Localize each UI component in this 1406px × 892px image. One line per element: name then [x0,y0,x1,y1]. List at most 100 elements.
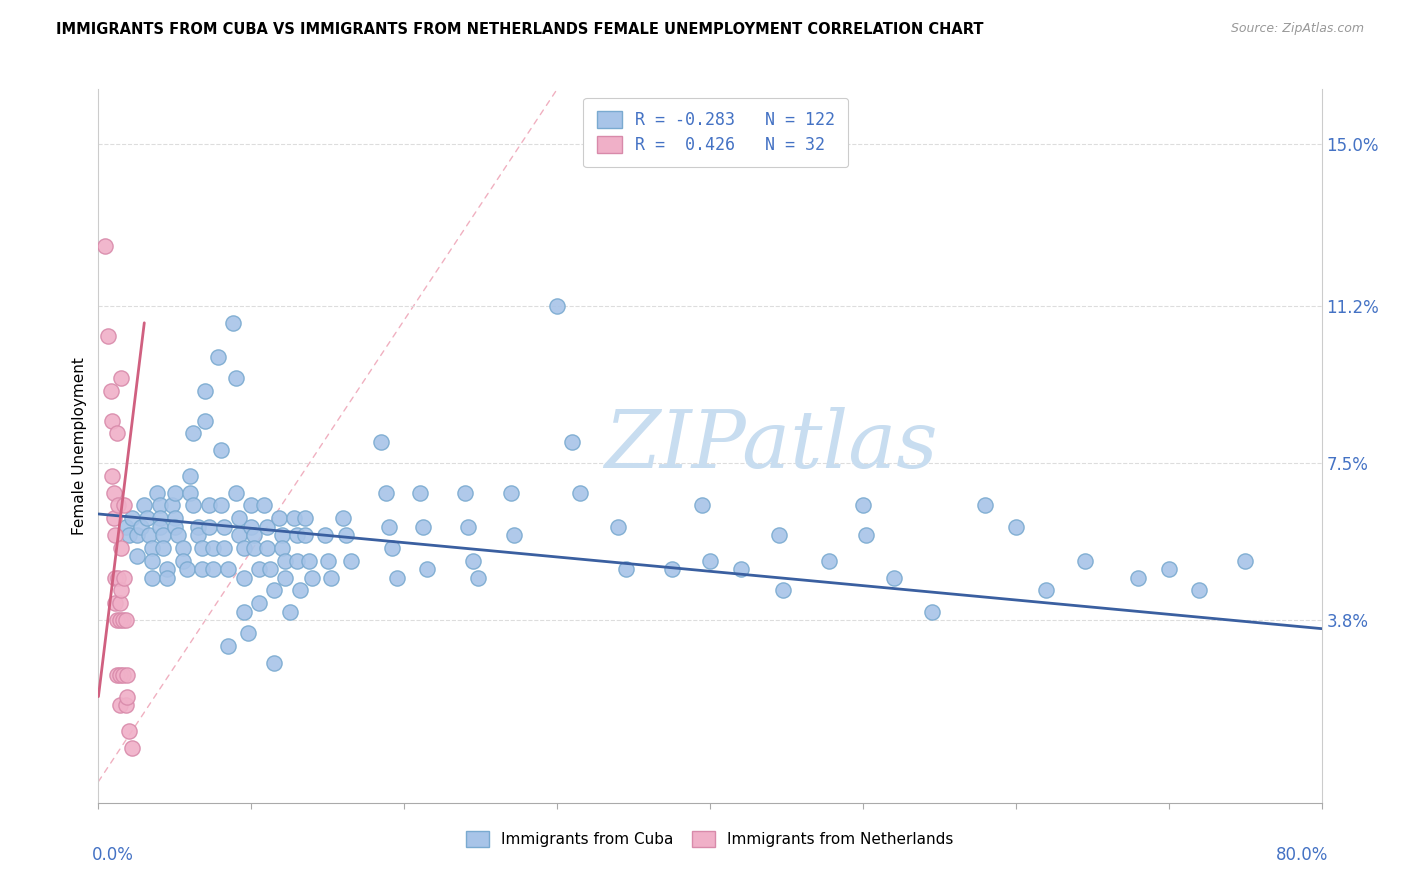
Point [110,583,132,598]
Point [172,554,194,568]
Point [290,583,312,598]
Point [209,443,232,458]
Point [883,571,905,585]
Point [141,571,163,585]
Point [546,299,568,313]
Point [259,562,281,576]
Point [730,562,752,576]
Point [278,605,301,619]
Point [176,562,198,576]
Point [699,554,721,568]
Point [117,690,139,704]
Point [294,528,316,542]
Point [121,740,143,755]
Point [197,499,219,513]
Point [197,519,219,533]
Point [172,541,194,555]
Point [381,541,404,555]
Point [121,511,143,525]
Point [149,519,172,533]
Point [163,511,186,525]
Point [138,528,160,542]
Point [314,528,336,542]
Point [661,562,683,576]
Legend: Immigrants from Cuba, Immigrants from Netherlands: Immigrants from Cuba, Immigrants from Ne… [454,819,966,859]
Point [1128,571,1150,585]
Point [118,528,141,542]
Point [111,613,134,627]
Point [167,528,190,542]
Point [108,668,131,682]
Point [1188,583,1211,598]
Point [160,499,183,513]
Point [100,384,122,398]
Point [103,511,125,525]
Point [1157,562,1180,576]
Point [194,384,217,398]
Point [232,571,254,585]
Point [217,639,239,653]
Point [103,485,125,500]
Point [202,562,225,576]
Point [374,485,396,500]
Point [457,519,479,533]
Point [181,426,204,441]
Point [247,562,270,576]
Point [335,528,357,542]
Point [294,511,316,525]
Point [115,519,138,533]
Point [207,350,229,364]
Point [115,698,138,712]
Point [152,541,174,555]
Point [408,485,430,500]
Point [818,554,841,568]
Point [105,613,128,627]
Point [156,571,179,585]
Point [270,528,292,542]
Point [110,371,132,385]
Point [107,571,129,585]
Point [301,571,323,585]
Point [319,571,342,585]
Point [270,541,292,555]
Point [149,511,172,525]
Point [332,511,354,525]
Point [228,528,250,542]
Point [105,426,128,441]
Point [225,371,247,385]
Point [607,519,630,533]
Point [467,571,489,585]
Point [316,554,339,568]
Point [285,528,308,542]
Point [217,562,239,576]
Point [101,468,124,483]
Point [283,511,305,525]
Point [125,549,148,564]
Point [212,519,235,533]
Point [194,413,217,427]
Point [163,485,186,500]
Text: IMMIGRANTS FROM CUBA VS IMMIGRANTS FROM NETHERLANDS FEMALE UNEMPLOYMENT CORRELAT: IMMIGRANTS FROM CUBA VS IMMIGRANTS FROM … [56,22,984,37]
Point [191,562,214,576]
Point [855,528,877,542]
Point [108,596,131,610]
Point [112,571,135,585]
Point [243,541,266,555]
Point [243,528,266,542]
Text: 0.0%: 0.0% [93,846,134,863]
Point [117,668,139,682]
Point [256,541,278,555]
Point [104,571,127,585]
Point [501,485,523,500]
Point [141,554,163,568]
Point [768,528,790,542]
Point [152,528,174,542]
Text: ZIPatlas: ZIPatlas [605,408,938,484]
Point [274,554,297,568]
Point [238,626,260,640]
Point [107,499,129,513]
Point [209,499,232,513]
Point [772,583,794,598]
Point [614,562,637,576]
Point [569,485,592,500]
